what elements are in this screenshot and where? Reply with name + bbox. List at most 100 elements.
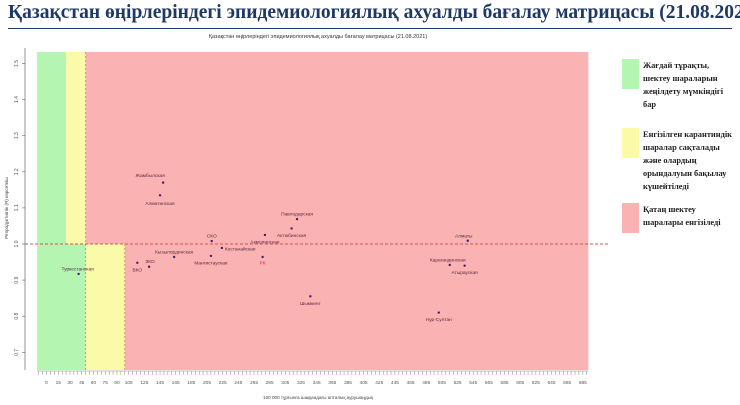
data-point	[463, 264, 466, 267]
data-point-label: Шымкент	[300, 301, 322, 307]
data-point	[290, 227, 293, 230]
data-point	[261, 255, 264, 259]
page-title: Қазақстан өңірлеріндегі эпидемиологиялық…	[8, 2, 740, 23]
x-tick-label: 125	[140, 380, 148, 386]
x-tick-label: 645	[548, 380, 556, 386]
data-point	[210, 239, 213, 243]
x-tick-label: 445	[391, 380, 399, 386]
legend-swatch-yellow	[622, 128, 639, 158]
data-point-label: Нур-Султан	[426, 317, 452, 323]
data-point-label: Туркестанская	[61, 266, 94, 272]
x-tick-label: 165	[172, 380, 180, 386]
data-point	[437, 311, 440, 314]
y-tick-label: 0.8	[14, 313, 20, 320]
x-tick-label: 525	[454, 380, 462, 386]
x-tick-label: 365	[328, 380, 336, 386]
data-point	[158, 194, 162, 197]
y-tick-label: 1.0	[14, 240, 20, 247]
x-tick-label: 665	[563, 380, 571, 386]
data-point	[161, 181, 165, 184]
x-tick-label: 60	[91, 380, 97, 386]
x-tick-label: 185	[187, 380, 195, 386]
data-point-label: Карагандинская	[430, 257, 466, 263]
y-tick-label: 0.7	[14, 349, 20, 356]
x-tick-label: 305	[281, 380, 289, 386]
data-point	[147, 265, 151, 268]
data-point-label: ВКО	[132, 267, 142, 273]
x-tick-label: 425	[375, 380, 383, 386]
data-point	[263, 233, 267, 237]
legend-swatch-green	[622, 59, 639, 89]
title-underline	[8, 28, 732, 29]
points: Жамбылская Алматинская Туркестанская ВКОЗКО…	[61, 173, 478, 323]
chart-title: Қазақстан өңірлеріндегі эпидемиологиялық…	[208, 34, 428, 40]
legend-item-yellow: Енгізілген карантиндік шаралар сақталады…	[622, 128, 738, 193]
x-axis-label: 100 000 тұрғынға шаққандағы апталық ауру…	[263, 395, 374, 400]
data-point-label: Алматы	[455, 233, 473, 239]
zone-yellow-lower	[85, 244, 125, 370]
x-tick-label: 465	[407, 380, 415, 386]
data-point	[172, 255, 176, 259]
legend-swatch-red	[622, 203, 639, 233]
x-tick-label: 625	[532, 380, 540, 386]
x-tick-label: 285	[266, 380, 274, 386]
x-tick-label: 685	[579, 380, 587, 386]
data-point-label: ЗКО	[145, 259, 155, 265]
x-tick-label: 585	[501, 380, 509, 386]
zone-yellow-upper	[66, 52, 86, 244]
data-point-label: Атырауская	[452, 270, 479, 276]
x-tick-label: 0	[45, 380, 48, 386]
y-axis-label: Репродуктивтік (R) көрсеткіш	[4, 177, 9, 239]
data-point-label: Акмолинская	[250, 239, 280, 245]
x-tick-label: 545	[469, 380, 477, 386]
x-tick-label: 325	[297, 380, 305, 386]
data-point	[136, 261, 139, 264]
x-tick-label: 145	[156, 380, 164, 386]
zone-red-lower	[124, 244, 589, 370]
x-tick-label: 45	[79, 380, 85, 386]
y-tick-label: 1.4	[14, 96, 20, 103]
x-tick-label: 605	[516, 380, 524, 386]
x-tick-label: 565	[485, 380, 493, 386]
zones	[25, 52, 610, 370]
data-point	[295, 217, 299, 221]
data-point-label: Мангистауская	[194, 260, 228, 266]
zone-green-lower	[37, 244, 86, 370]
data-point-label: РК	[260, 260, 266, 266]
x-tick-label: 105	[125, 380, 133, 386]
legend-label: Жағдай тұрақты, шектеу шараларын жеңілде…	[643, 61, 724, 109]
y-tick-label: 1.1	[14, 204, 20, 211]
data-point	[77, 272, 80, 276]
x-tick-label: 505	[438, 380, 446, 386]
data-point-label: Актюбинская	[277, 233, 306, 239]
x-tick-label: 385	[344, 380, 352, 386]
x-tick-label: 75	[103, 380, 109, 386]
x-tick-label: 405	[360, 380, 368, 386]
legend-label: Қатаң шектеу шаралары енгізіледі	[643, 205, 721, 227]
x-tick-label: 205	[203, 380, 211, 386]
data-point	[466, 239, 469, 242]
x-tick-label: 265	[250, 380, 258, 386]
data-point-label: Алматинская	[145, 201, 175, 207]
data-point-label: Кызылординская	[155, 249, 193, 255]
data-point-label: СКО	[207, 234, 217, 240]
y-tick-label: 1.2	[14, 168, 20, 175]
y-tick-label: 1.3	[14, 132, 20, 139]
x-tick-label: 245	[234, 380, 242, 386]
y-tick-label: 1.5	[14, 60, 20, 67]
y-tick-label: 0.9	[14, 276, 20, 283]
legend-item-green: Жағдай тұрақты, шектеу шараларын жеңілде…	[622, 59, 738, 111]
x-tick-label: 225	[219, 380, 227, 386]
data-point-label: Жамбылская	[136, 173, 166, 179]
data-point-label: Костанайская	[225, 245, 256, 252]
data-point-label: Павлодарская	[281, 212, 313, 218]
x-tick-label: 30	[67, 380, 73, 386]
x-tick-label: 15	[56, 380, 62, 386]
x-tick-label: 485	[422, 380, 430, 386]
x-tick-label: 90	[114, 380, 120, 386]
data-point	[309, 295, 312, 298]
data-point	[448, 263, 451, 267]
zone-green-upper	[37, 52, 67, 244]
x-tick-label: 345	[313, 380, 321, 386]
